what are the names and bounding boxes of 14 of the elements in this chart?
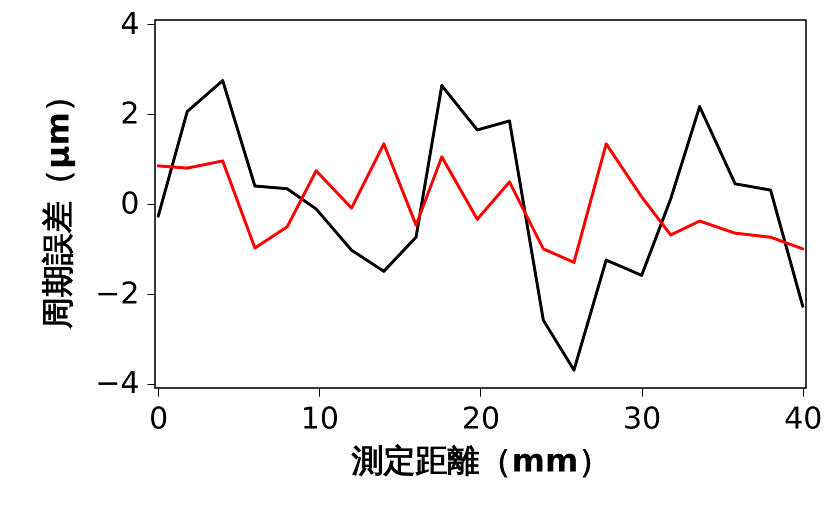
x-axis-title: 測定距離（mm） — [350, 442, 610, 480]
x-tick-label: 30 — [623, 402, 662, 436]
y-axis-title: 周期誤差（μm） — [38, 80, 76, 330]
y-tick-label: −2 — [95, 276, 140, 312]
x-tick-label: 20 — [462, 402, 500, 436]
line-series — [156, 142, 804, 264]
y-tick-label: −4 — [95, 366, 140, 402]
y-tick-label: 4 — [120, 6, 140, 42]
x-tick-label: 40 — [784, 402, 822, 436]
x-tick-label: 0 — [149, 402, 168, 436]
y-tick-label: 2 — [120, 96, 140, 132]
x-tick-label: 10 — [300, 402, 339, 436]
line-series — [156, 79, 804, 372]
y-tick-label: 0 — [120, 186, 140, 222]
